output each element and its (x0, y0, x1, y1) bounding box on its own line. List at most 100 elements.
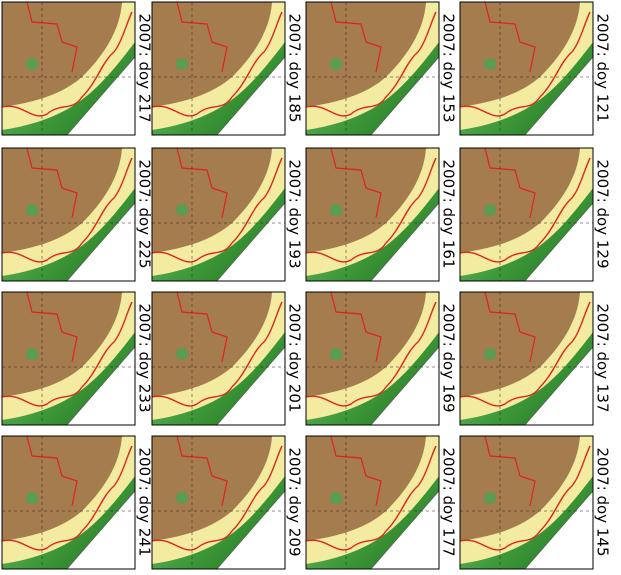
coast-line (370, 490, 439, 569)
panel-label: 2007: doy 233 (136, 304, 154, 413)
region-border (330, 292, 382, 363)
panel-frame (459, 147, 594, 282)
panel-label: 2007: doy 201 (286, 304, 304, 413)
panel-label: 2007: doy 177 (440, 448, 458, 557)
map-panel: 2007: doy 209 (151, 435, 304, 570)
bare-soil (152, 2, 272, 107)
panel-label: 2007: doy 241 (136, 448, 154, 557)
bare-soil (2, 292, 122, 397)
region-border (306, 445, 437, 551)
map (306, 2, 439, 135)
map-panel: 2007: doy 161 (305, 147, 458, 282)
region-border (2, 301, 133, 407)
panel-label: 2007: doy 209 (286, 448, 304, 557)
region-border (26, 2, 78, 73)
coast-line (524, 346, 593, 425)
map (2, 148, 135, 281)
coast-line (524, 56, 593, 135)
panel-frame (1, 435, 136, 570)
bare-soil (176, 348, 188, 360)
coast-line (66, 56, 135, 135)
panel-frame (305, 291, 440, 426)
map-panel: 2007: doy 193 (151, 147, 304, 282)
grid-line (306, 292, 439, 425)
coast-line (66, 346, 135, 425)
panel-frame (1, 147, 136, 282)
region-border (176, 2, 228, 73)
bare-soil (330, 492, 342, 504)
region-border (2, 445, 133, 551)
coast-line (216, 490, 285, 569)
panel-label: 2007: doy 137 (594, 304, 612, 413)
coast-line (66, 202, 135, 281)
coast-line (370, 202, 439, 281)
map-panel: 2007: doy 185 (151, 1, 304, 136)
grid-line (2, 292, 135, 425)
panel-frame (1, 1, 136, 136)
coast-line (216, 346, 285, 425)
grid-line (152, 436, 285, 569)
region-border (306, 11, 437, 117)
grid-line (2, 2, 135, 135)
bare-soil (484, 492, 496, 504)
region-border (26, 436, 78, 507)
coast-line (216, 56, 285, 135)
map-panel: 2007: doy 177 (305, 435, 458, 570)
map-panel: 2007: doy 153 (305, 1, 458, 136)
panel-label: 2007: doy 121 (594, 14, 612, 123)
grid-line (152, 148, 285, 281)
panel-frame (305, 435, 440, 570)
map-panel: 2007: doy 129 (459, 147, 612, 282)
region-border (460, 445, 591, 551)
bare-soil (460, 436, 580, 541)
bare-soil (26, 492, 38, 504)
bare-soil (484, 58, 496, 70)
region-border (484, 292, 536, 363)
region-border (2, 157, 133, 263)
region-border (2, 11, 133, 117)
bare-soil (460, 2, 580, 107)
region-border (484, 436, 536, 507)
bare-soil (306, 436, 426, 541)
panel-frame (305, 1, 440, 136)
map (152, 436, 285, 569)
bare-soil (306, 148, 426, 253)
bare-soil (176, 492, 188, 504)
bare-soil (2, 148, 122, 253)
region-border (484, 148, 536, 219)
map (152, 292, 285, 425)
grid-line (306, 2, 439, 135)
region-border (152, 157, 283, 263)
grid-line (2, 436, 135, 569)
bare-soil (176, 204, 188, 216)
panel-label: 2007: doy 129 (594, 160, 612, 269)
bare-soil (152, 436, 272, 541)
grid-line (460, 292, 593, 425)
bare-soil (484, 348, 496, 360)
bare-soil (26, 58, 38, 70)
panel-frame (151, 1, 286, 136)
coast-line (216, 202, 285, 281)
grid-line (152, 292, 285, 425)
panel-frame (151, 435, 286, 570)
bare-soil (460, 148, 580, 253)
panel-label: 2007: doy 217 (136, 14, 154, 123)
panel-label: 2007: doy 193 (286, 160, 304, 269)
bare-soil (2, 2, 122, 107)
bare-soil (152, 292, 272, 397)
grid-line (306, 148, 439, 281)
bare-soil (152, 148, 272, 253)
map (460, 436, 593, 569)
bare-soil (26, 204, 38, 216)
map-panel: 2007: doy 217 (1, 1, 154, 136)
map (306, 148, 439, 281)
map (460, 2, 593, 135)
map (152, 148, 285, 281)
region-border (26, 148, 78, 219)
region-border (330, 2, 382, 73)
bare-soil (330, 58, 342, 70)
region-border (306, 157, 437, 263)
bare-soil (306, 292, 426, 397)
bare-soil (484, 204, 496, 216)
panel-label: 2007: doy 161 (440, 160, 458, 269)
